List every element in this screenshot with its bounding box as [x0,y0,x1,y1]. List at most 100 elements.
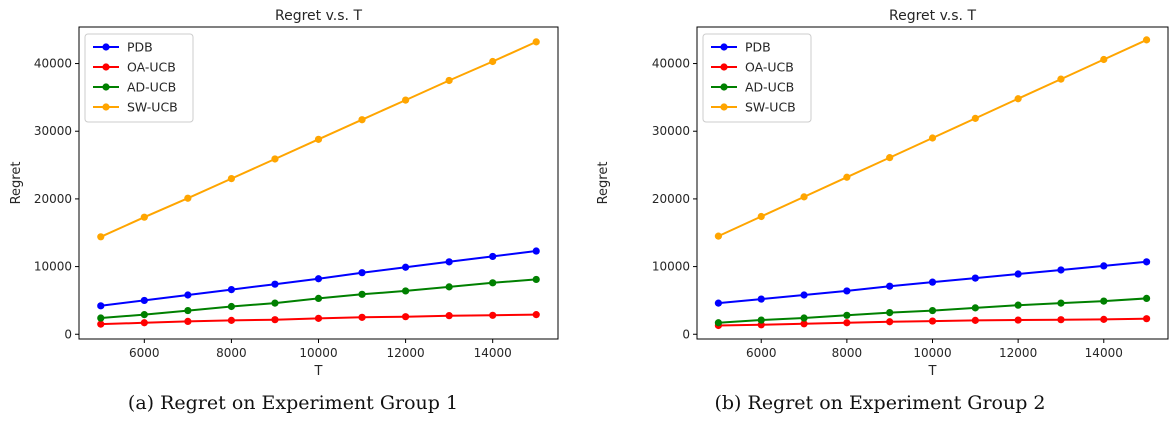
data-point-oa-ucb [532,311,540,319]
data-point-sw-ucb [1014,95,1022,103]
x-tick-label: 6000 [746,346,777,360]
x-axis-label: T [928,364,937,379]
data-point-oa-ucb [800,320,808,328]
y-tick-label: 0 [64,327,72,341]
data-point-ad-ucb [800,314,808,322]
data-point-oa-ucb [97,320,105,328]
data-point-ad-ucb [886,309,894,317]
data-point-pdb [271,280,279,288]
data-point-sw-ucb [140,213,148,221]
data-point-ad-ucb [401,287,410,295]
legend-label: PDB [127,40,153,55]
legend-label: AD-UCB [127,80,176,95]
data-point-sw-ucb [714,232,723,240]
data-point-pdb [757,295,765,303]
data-point-pdb [445,258,453,266]
data-point-sw-ucb [358,116,366,124]
data-point-pdb [140,296,148,305]
y-tick-label: 20000 [34,192,72,206]
data-point-oa-ucb [1014,316,1022,324]
data-point-oa-ucb [928,317,937,325]
data-point-pdb [1014,270,1022,278]
data-point-ad-ucb [1100,297,1108,305]
y-tick-label: 40000 [34,57,72,71]
data-point-ad-ucb [757,316,765,324]
caption-a: (a) Regret on Experiment Group 1 [127,392,459,414]
x-axis-label: T [314,364,323,379]
chart-title: Regret v.s. T [889,8,976,24]
data-point-sw-ucb [489,57,497,66]
legend-marker [720,63,728,71]
data-point-sw-ucb [445,76,453,85]
data-point-pdb [532,247,540,255]
y-axis-label: Regret [596,162,611,205]
y-tick-label: 10000 [652,260,690,274]
data-point-sw-ucb [532,38,540,46]
data-point-sw-ucb [843,173,851,181]
data-point-ad-ucb [1014,301,1022,309]
data-point-pdb [928,278,937,286]
data-point-sw-ucb [928,134,937,142]
y-tick-label: 40000 [652,57,690,71]
x-tick-label: 14000 [474,346,512,360]
data-point-ad-ucb [358,290,366,298]
legend-marker [102,43,110,51]
legend-marker [102,83,110,91]
regret-chart-a: Regret v.s. T 6000 8000 10000 12000 14000 0 100… [9,8,559,379]
data-point-oa-ucb [843,319,851,327]
data-point-ad-ucb [532,275,540,284]
data-point-pdb [97,302,105,310]
data-point-ad-ucb [445,283,453,291]
data-point-ad-ucb [928,306,937,315]
data-point-pdb [227,285,236,294]
y-tick-label: 10000 [34,260,72,274]
data-point-pdb [800,291,808,299]
chart-panel-a: Regret v.s. T 6000 8000 10000 12000 14000 0 100… [0,0,586,433]
data-point-ad-ucb [271,299,279,307]
x-tick-label: 6000 [129,346,160,360]
data-point-pdb [1057,266,1065,274]
legend-marker [720,43,728,51]
data-point-sw-ucb [184,194,192,202]
data-point-pdb [971,274,979,282]
x-tick-label: 10000 [913,346,951,360]
data-point-pdb [843,287,851,295]
x-tick-label: 14000 [1085,346,1123,360]
data-point-pdb [886,282,894,290]
y-tick-label: 0 [682,327,690,341]
data-point-sw-ucb [401,96,410,104]
data-point-pdb [184,291,192,299]
caption-b: (b) Regret on Experiment Group 2 [714,392,1046,414]
data-point-pdb [1100,262,1108,270]
data-point-oa-ucb [227,316,236,324]
data-point-oa-ucb [971,316,979,324]
y-tick-label: 30000 [34,124,72,138]
chart-panel-b: Regret v.s. T 6000 8000 10000 12000 14000 0 100… [587,0,1173,433]
x-tick-label: 12000 [999,346,1037,360]
data-point-sw-ucb [800,193,808,201]
x-tick-label: 10000 [299,346,337,360]
data-point-ad-ucb [1142,294,1151,302]
data-point-oa-ucb [271,316,279,324]
data-point-ad-ucb [227,302,236,311]
data-point-oa-ucb [184,317,192,326]
data-point-pdb [1142,258,1151,266]
legend-label: AD-UCB [745,80,794,95]
data-point-sw-ucb [757,212,765,221]
data-point-ad-ucb [184,306,192,315]
data-point-pdb [401,263,410,271]
legend-marker [102,63,110,71]
data-point-ad-ucb [97,314,105,322]
data-point-sw-ucb [1142,36,1151,44]
chart-title: Regret v.s. T [275,8,362,24]
y-tick-label: 20000 [652,192,690,206]
y-axis-label: Regret [9,162,24,205]
legend-label: OA-UCB [745,60,794,75]
data-point-ad-ucb [843,311,851,319]
legend-label: OA-UCB [127,60,176,75]
legend-box [702,33,812,123]
data-point-sw-ucb [971,114,979,122]
x-tick-label: 8000 [216,346,247,360]
y-tick-label: 30000 [652,124,690,138]
x-tick-label: 12000 [386,346,424,360]
